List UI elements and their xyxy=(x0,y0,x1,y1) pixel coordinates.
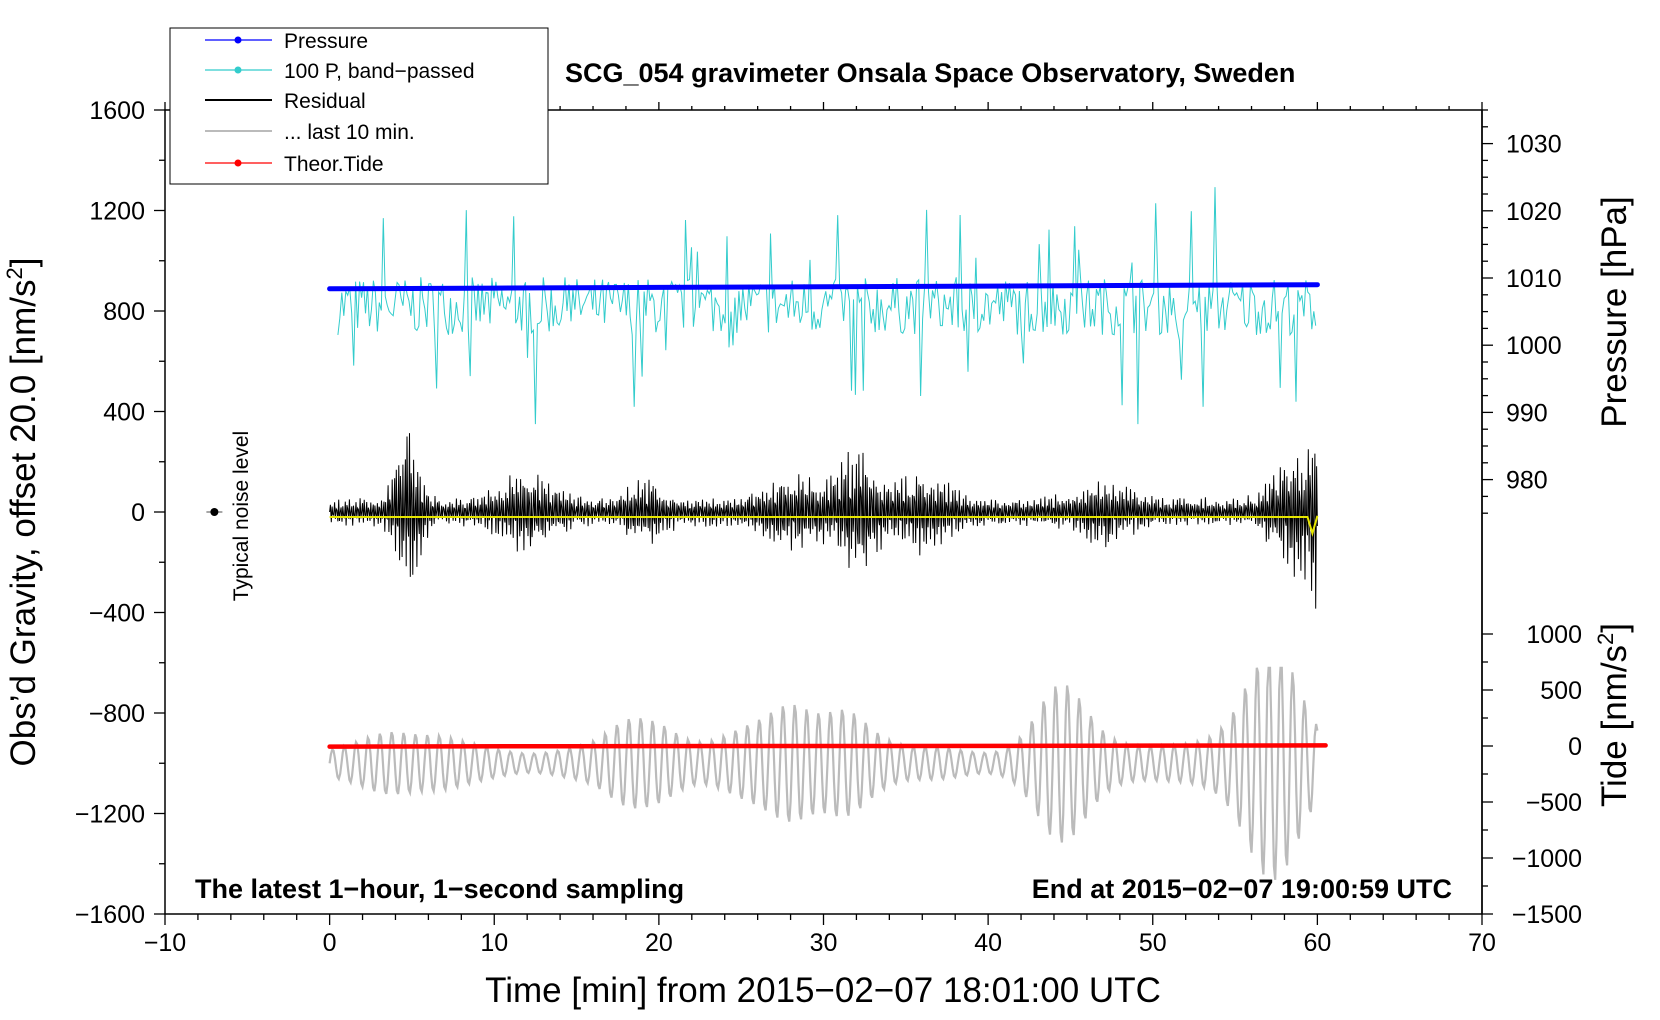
legend-dot-bandpassed xyxy=(234,66,242,74)
tide-tick-label: 0 xyxy=(1568,733,1582,761)
tide-tick-label: −500 xyxy=(1526,789,1582,817)
x-tick-label: −10 xyxy=(144,929,186,957)
x-axis-label: Time [min] from 2015−02−07 18:01:00 UTC xyxy=(485,971,1161,1010)
x-tick-label: 60 xyxy=(1303,929,1331,957)
series-residual-mean xyxy=(329,515,1319,537)
legend-label-bandpassed: 100 P, band−passed xyxy=(284,60,475,83)
y-tick-label: 400 xyxy=(103,399,145,427)
pressure-tick-label: 980 xyxy=(1506,467,1548,495)
legend-box xyxy=(169,27,549,185)
noise-level-marker xyxy=(206,508,223,516)
y-tick-label: −1600 xyxy=(75,901,145,929)
legend-item-theor-tide: Theor.Tide xyxy=(205,153,384,176)
annotation-end-time: End at 2015−02−07 19:00:59 UTC xyxy=(1032,874,1452,904)
noise-dot xyxy=(210,508,219,516)
pressure-tick-label: 1010 xyxy=(1506,265,1562,293)
legend-label-theor-tide: Theor.Tide xyxy=(284,153,384,176)
x-tick-label: 50 xyxy=(1139,929,1167,957)
legend-dot-pressure xyxy=(234,36,242,44)
legend-label-residual: Residual xyxy=(284,90,366,113)
series-band-passed-pressure xyxy=(337,187,1317,425)
tide-axis-ticks: −1500 −1000 −500 0 500 1000 xyxy=(1482,621,1582,929)
pressure-tick-label: 990 xyxy=(1506,399,1548,427)
series-theor-tide xyxy=(327,743,1328,749)
tide-axis-label: Tide [nm/s2] xyxy=(1593,623,1634,807)
series-last-10-min xyxy=(328,666,1319,880)
legend-dot-theor-tide xyxy=(234,159,242,167)
legend-item-residual: Residual xyxy=(205,90,366,113)
annotation-sampling: The latest 1−hour, 1−second sampling xyxy=(195,874,684,904)
legend-label-pressure: Pressure xyxy=(284,30,368,53)
legend: Pressure 100 P, band−passed Residual ...… xyxy=(169,27,549,185)
x-tick-label: 70 xyxy=(1468,929,1496,957)
y-axis-label: Obs’d Gravity, offset 20.0 [nm/s2] xyxy=(2,258,43,767)
pressure-tick-label: 1030 xyxy=(1506,131,1562,159)
pressure-axis-label: Pressure [hPa] xyxy=(1595,196,1634,428)
y-tick-label: −800 xyxy=(89,700,145,728)
legend-item-pressure: Pressure xyxy=(205,30,368,53)
series-layer xyxy=(327,187,1328,880)
pressure-tick-label: 1000 xyxy=(1506,332,1562,360)
y-tick-label: 1200 xyxy=(89,198,145,226)
tide-tick-label: −1500 xyxy=(1512,901,1582,929)
tide-tick-label: 500 xyxy=(1540,677,1582,705)
pressure-axis-ticks: 980 990 1000 1010 1020 1030 xyxy=(1482,109,1562,514)
legend-item-last-10-min: ... last 10 min. xyxy=(205,121,415,144)
x-tick-label: 30 xyxy=(810,929,838,957)
y-tick-label: −1200 xyxy=(75,801,145,829)
noise-level-label: Typical noise level xyxy=(230,431,253,601)
y-tick-label: 1600 xyxy=(89,97,145,125)
x-tick-label: 20 xyxy=(645,929,673,957)
legend-label-last-10-min: ... last 10 min. xyxy=(284,121,415,144)
x-tick-label: 0 xyxy=(323,929,337,957)
y-tick-label: 800 xyxy=(103,298,145,326)
y-tick-label: −400 xyxy=(89,600,145,628)
y-axis-ticks: −1600 −1200 −800 −400 0 400 800 1200 1600 xyxy=(75,97,165,929)
x-tick-label: 40 xyxy=(974,929,1002,957)
pressure-tick-label: 1020 xyxy=(1506,198,1562,226)
x-tick-label: 10 xyxy=(480,929,508,957)
tide-tick-label: 1000 xyxy=(1526,621,1582,649)
y-tick-label: 0 xyxy=(131,499,145,527)
series-residual xyxy=(329,433,1318,609)
x-axis-ticks: −10 0 10 20 30 40 50 60 70 xyxy=(144,102,1496,957)
chart-title: SCG_054 gravimeter Onsala Space Observat… xyxy=(565,58,1295,88)
tide-tick-label: −1000 xyxy=(1512,845,1582,873)
legend-item-bandpassed: 100 P, band−passed xyxy=(205,60,475,83)
series-pressure xyxy=(327,282,1320,292)
